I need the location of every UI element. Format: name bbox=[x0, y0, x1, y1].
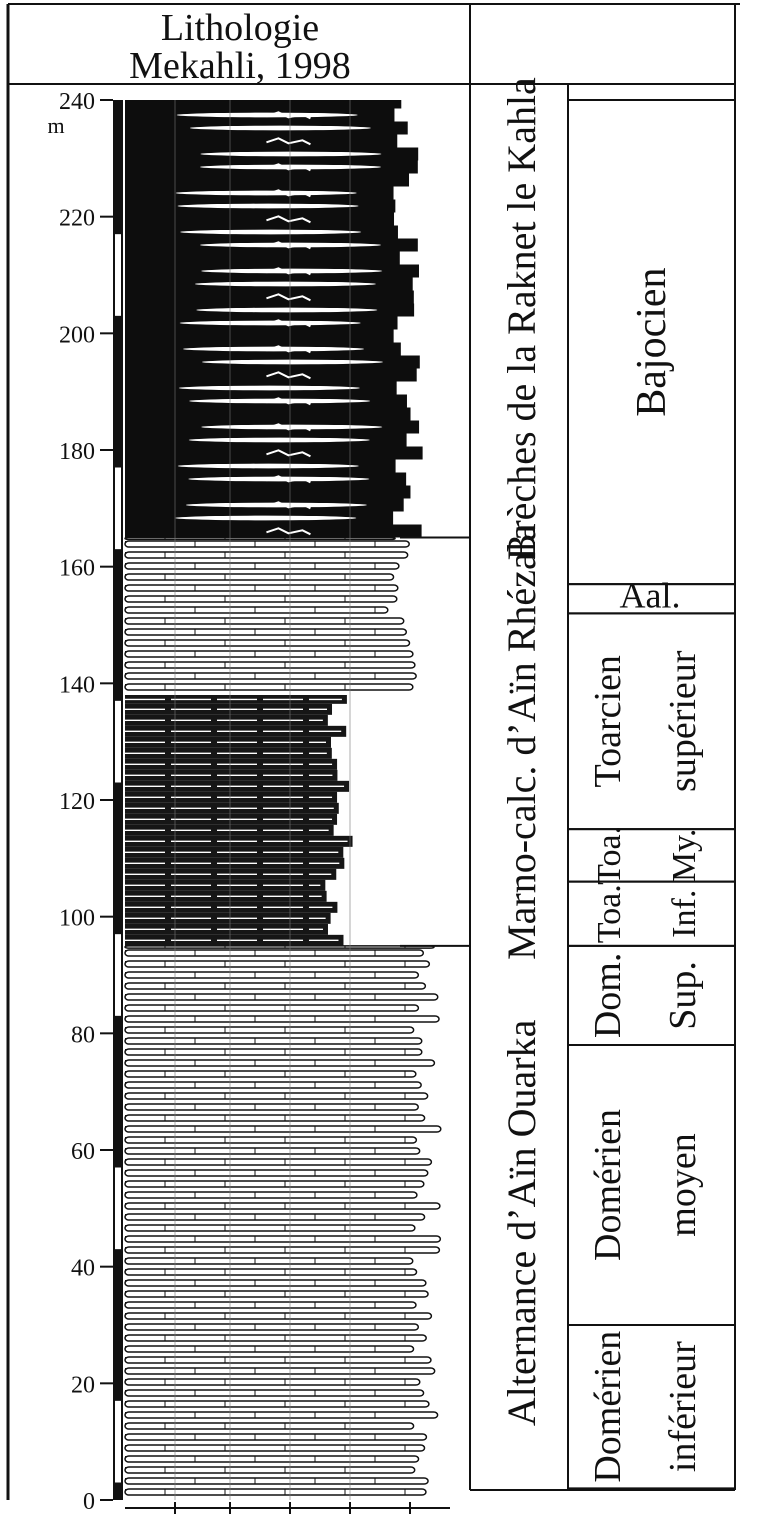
frame bbox=[6, 3, 740, 1500]
formation-label: Alternance d’Aïn Ouarka bbox=[499, 1019, 544, 1426]
stage-label-line: My. bbox=[666, 829, 703, 883]
lithology-interval-breccia bbox=[125, 100, 423, 538]
stage-label-line: Toa. bbox=[591, 884, 628, 943]
stage-column: Bajocien Aal. Toarcien supérieur Toa. My. Toa.… bbox=[568, 99, 735, 1490]
scale-segment bbox=[115, 1400, 121, 1483]
scale-bar bbox=[113, 100, 123, 1500]
lithology-interval-limestone-marl-alternation bbox=[124, 945, 442, 1496]
stage-label-line: moyen bbox=[662, 1133, 704, 1236]
stage-label-line: inférieur bbox=[662, 1341, 704, 1472]
formation-label: Marno-calc. d’Aïn Rhézala bbox=[499, 523, 544, 960]
scale-tick-label: 40 bbox=[71, 1256, 95, 1282]
scale-tick-label: 0 bbox=[83, 1489, 95, 1515]
lithology-interval-marl-dominant bbox=[125, 695, 353, 946]
scale-tick-label: 240 bbox=[59, 89, 95, 115]
stage-label-line: Toarcien bbox=[587, 655, 629, 787]
stage-label-line: Dom. bbox=[587, 953, 629, 1039]
scale-tick-label: 100 bbox=[59, 906, 95, 932]
stage-label-line: Sup. bbox=[662, 961, 704, 1030]
title-line-2: Mekahli, 1998 bbox=[129, 45, 351, 87]
scale-unit: m bbox=[47, 113, 64, 138]
scale-segment bbox=[115, 1167, 121, 1250]
scale-segment bbox=[115, 700, 121, 783]
lithology-column bbox=[124, 100, 450, 1514]
scale-tick-label: 200 bbox=[59, 322, 95, 348]
stage-label-line: Domérien bbox=[587, 1109, 629, 1261]
scale-tick-label: 160 bbox=[59, 556, 95, 582]
stage-label-line: supérieur bbox=[662, 650, 704, 792]
scale-segment bbox=[115, 467, 121, 550]
header-title: Lithologie Mekahli, 1998 bbox=[129, 7, 351, 87]
scale-tick-label: 220 bbox=[59, 206, 95, 232]
lithology-interval-marly-limestone bbox=[124, 536, 417, 691]
title-line-1: Lithologie bbox=[161, 7, 319, 49]
formation-column: Brèches de la Raknet le KahlaMarno-calc.… bbox=[400, 77, 544, 1426]
scale-tick-label: 180 bbox=[59, 439, 95, 465]
stage-label-line: Inf. bbox=[666, 890, 703, 938]
scale-tick-label: 120 bbox=[59, 789, 95, 815]
scale-tick-label: 60 bbox=[71, 1139, 95, 1165]
stage-label-line: Domérien bbox=[587, 1331, 629, 1483]
scale-tick-label: 20 bbox=[71, 1372, 95, 1398]
scale-tick-label: 140 bbox=[59, 672, 95, 698]
stage-label-line: Toa. bbox=[591, 826, 628, 885]
scale-segment bbox=[115, 934, 121, 1016]
depth-scale: 0 20 40 60 80 100 120 140 160 180 200 220 240 bbox=[59, 89, 123, 1515]
formation-label: Brèches de la Raknet le Kahla bbox=[499, 77, 544, 560]
scale-segment bbox=[115, 234, 121, 316]
stage-label: Bajocien bbox=[629, 267, 675, 416]
stage-label: Aal. bbox=[620, 575, 681, 615]
scale-tick-label: 80 bbox=[71, 1022, 95, 1048]
